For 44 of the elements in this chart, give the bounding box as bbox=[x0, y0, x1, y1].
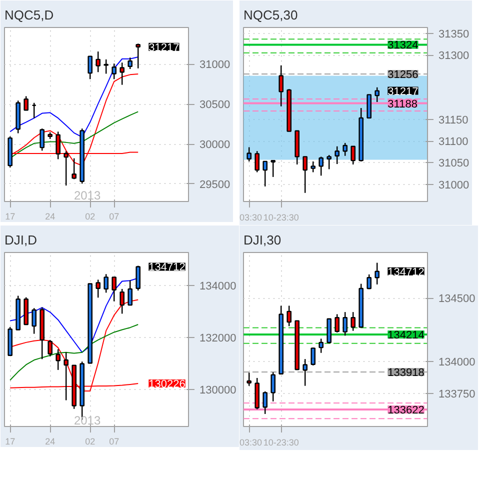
annotation: 2013 bbox=[74, 414, 101, 428]
annotation: 2013 bbox=[74, 188, 101, 202]
x-tick-label: 17 bbox=[5, 212, 16, 222]
x-tick-label: 03:30 bbox=[240, 212, 262, 222]
x-tick-label: 10-23:30 bbox=[263, 212, 299, 222]
text: 134712 bbox=[148, 262, 186, 274]
y-tick-label: 134500 bbox=[438, 293, 476, 306]
y-tick-label: 31050 bbox=[438, 158, 470, 170]
y-tick-label: 31150 bbox=[438, 114, 468, 127]
y-tick-label: 30500 bbox=[200, 99, 230, 112]
chart-title: NQC5,30 bbox=[244, 8, 298, 22]
chart-title: DJI,30 bbox=[244, 232, 282, 248]
text: 31217 bbox=[388, 86, 418, 98]
data-label: 130226 bbox=[148, 378, 186, 391]
y-tick-label: 30000 bbox=[200, 139, 230, 152]
y-tick-label: 134000 bbox=[200, 280, 236, 292]
x-tick-label: 10-23:30 bbox=[263, 438, 299, 448]
x-tick-label: 07 bbox=[109, 212, 120, 222]
y-tick-label: 31300 bbox=[438, 50, 470, 62]
y-tick-label: 31000 bbox=[200, 59, 230, 72]
x-tick-label: 17 bbox=[5, 436, 16, 446]
y-tick-label: 31100 bbox=[438, 136, 468, 148]
x-tick-label: 03:30 bbox=[240, 438, 262, 448]
ref-line-label: 133918 bbox=[388, 367, 424, 380]
y-tick-label: 133750 bbox=[438, 388, 476, 400]
y-tick-label: 134000 bbox=[438, 356, 476, 369]
y-tick-label: 132000 bbox=[200, 332, 236, 344]
ref-line-label: 31188 bbox=[388, 98, 418, 110]
chart-title: NQC5,D bbox=[4, 8, 54, 22]
x-tick-label: 07 bbox=[109, 436, 120, 446]
ref-line-label: 31256 bbox=[388, 69, 418, 82]
ref-line-label: 133622 bbox=[388, 404, 424, 417]
x-tick-label: 02 bbox=[85, 436, 96, 446]
y-tick-label: 29500 bbox=[200, 178, 230, 191]
text: 31217 bbox=[148, 42, 180, 54]
ref-line-label: 134214 bbox=[388, 329, 424, 342]
x-tick-label: 24 bbox=[45, 436, 56, 446]
y-tick-label: 130000 bbox=[200, 384, 236, 396]
chart-title: DJI,D bbox=[4, 232, 37, 248]
text: 134712 bbox=[388, 266, 424, 278]
y-tick-label: 31000 bbox=[438, 179, 470, 192]
y-tick-label: 31350 bbox=[438, 28, 470, 41]
x-tick-label: 02 bbox=[85, 212, 96, 222]
x-tick-label: 24 bbox=[45, 212, 56, 222]
